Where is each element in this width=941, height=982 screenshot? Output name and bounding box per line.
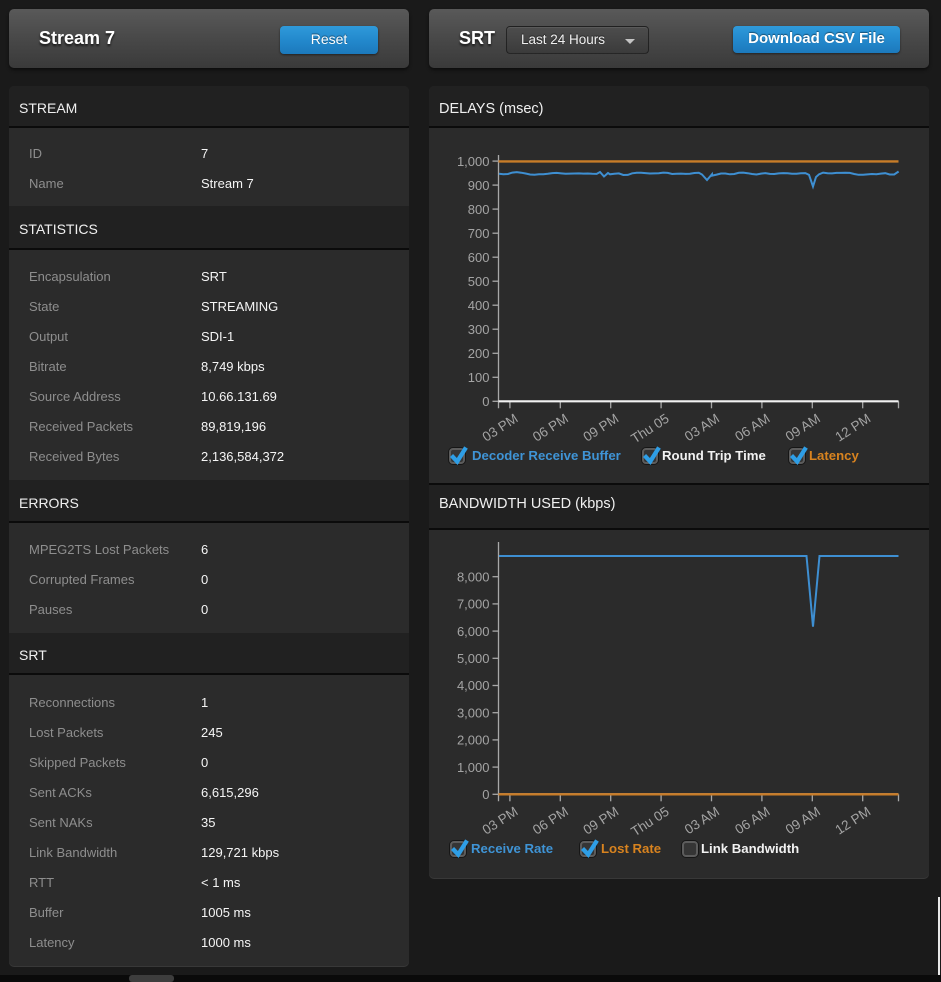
svg-text:100: 100	[468, 370, 490, 385]
svg-text:06 AM: 06 AM	[732, 804, 772, 837]
svg-text:700: 700	[468, 226, 490, 241]
svg-text:12 PM: 12 PM	[832, 804, 873, 838]
svg-text:06 PM: 06 PM	[530, 411, 571, 445]
svg-text:03 PM: 03 PM	[480, 804, 521, 838]
svg-text:06 AM: 06 AM	[732, 411, 772, 444]
svg-text:200: 200	[468, 346, 490, 361]
svg-text:03 AM: 03 AM	[682, 411, 722, 444]
svg-text:5,000: 5,000	[457, 651, 490, 666]
svg-text:400: 400	[468, 298, 490, 313]
svg-text:500: 500	[468, 274, 490, 289]
svg-text:0: 0	[482, 787, 489, 802]
svg-text:900: 900	[468, 178, 490, 193]
svg-text:09 AM: 09 AM	[783, 804, 823, 837]
svg-text:09 PM: 09 PM	[580, 411, 621, 445]
svg-text:03 AM: 03 AM	[682, 804, 722, 837]
svg-text:1,000: 1,000	[457, 154, 490, 169]
svg-text:4,000: 4,000	[457, 678, 490, 693]
svg-text:8,000: 8,000	[457, 569, 490, 584]
svg-text:800: 800	[468, 202, 490, 217]
svg-text:1,000: 1,000	[457, 760, 490, 775]
svg-text:7,000: 7,000	[457, 597, 490, 612]
svg-text:3,000: 3,000	[457, 705, 490, 720]
svg-text:Thu 05: Thu 05	[628, 411, 671, 446]
svg-text:6,000: 6,000	[457, 624, 490, 639]
svg-text:12 PM: 12 PM	[832, 411, 873, 445]
svg-text:Thu 05: Thu 05	[628, 804, 671, 839]
svg-text:2,000: 2,000	[457, 733, 490, 748]
svg-text:06 PM: 06 PM	[530, 804, 571, 838]
svg-text:300: 300	[468, 322, 490, 337]
svg-text:09 AM: 09 AM	[783, 411, 823, 444]
svg-text:09 PM: 09 PM	[580, 804, 621, 838]
svg-text:600: 600	[468, 250, 490, 265]
svg-text:0: 0	[482, 394, 489, 409]
svg-text:03 PM: 03 PM	[480, 411, 521, 445]
